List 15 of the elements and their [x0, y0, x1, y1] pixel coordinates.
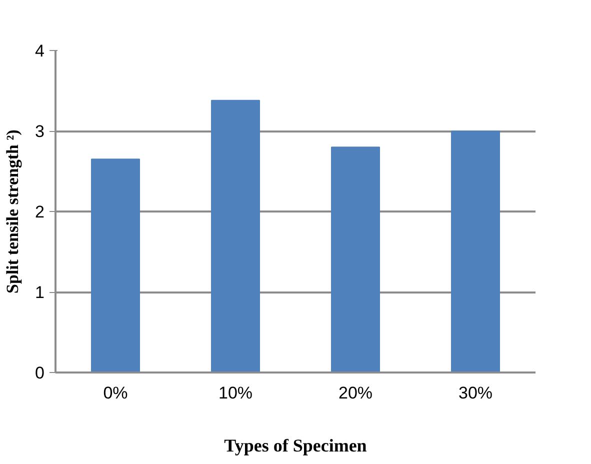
y-tick-label: 2 [35, 202, 45, 222]
y-axis-title: Split tensile strength ²) [3, 130, 22, 294]
bar [91, 158, 140, 372]
x-tick-label: 0% [103, 384, 128, 402]
x-axis-title: Types of Specimen [224, 436, 367, 456]
y-tick-label: 0 [35, 364, 45, 382]
bar [451, 130, 500, 372]
bar [211, 100, 260, 372]
x-tick-label: 10% [218, 384, 253, 402]
y-tick-label: 4 [35, 42, 45, 60]
x-tick-label: 20% [338, 384, 373, 402]
y-tick-label: 3 [35, 122, 45, 141]
y-tick-label: 1 [35, 283, 45, 302]
x-tick-label: 30% [458, 384, 493, 402]
bar [331, 146, 380, 372]
